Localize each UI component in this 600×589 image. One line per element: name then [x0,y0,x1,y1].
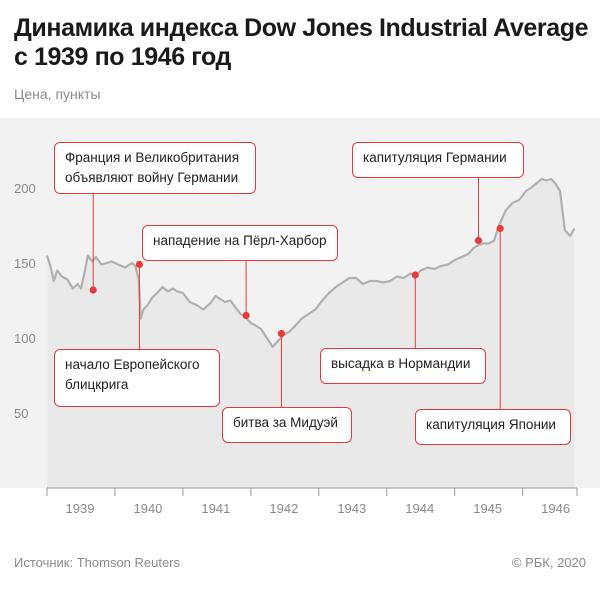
annotation-label: битва за Мидуэй [222,407,352,443]
y-axis-unit-label: Цена, пункты [14,86,101,102]
copyright-note: © РБК, 2020 [511,555,586,570]
y-tick-label: 100 [14,331,36,346]
series-line [45,177,576,349]
annotation-marker [474,236,483,245]
annotation-marker [135,260,144,269]
chart-title: Динамика индекса Dow Jones Industrial Av… [14,14,589,71]
x-tick-label: 1946 [541,501,570,516]
annotation-marker [89,286,97,294]
annotation-label: начало Европейского блицкрига [54,349,220,407]
annotation-label: нападение на Пёрл-Харбор [142,225,338,261]
x-tick-label: 1945 [473,501,502,516]
y-tick-label: 50 [14,406,28,421]
x-tick-label: 1940 [133,501,162,516]
source-note: Источник: Thomson Reuters [14,555,181,570]
annotation-marker [411,271,419,279]
annotation-label: Франция и Великобритания объявляют войну … [54,142,256,194]
annotation-label: капитуляция Японии [415,409,571,445]
x-tick-label: 1939 [66,501,95,516]
annotation-marker [496,224,504,233]
y-tick-label: 200 [14,181,36,196]
annotation-label: высадка в Нормандии [320,348,486,384]
x-tick-label: 1942 [269,501,298,516]
x-tick-label: 1944 [405,501,434,516]
x-tick-label: 1943 [337,501,366,516]
annotation-marker [242,311,250,320]
y-tick-label: 150 [14,256,36,271]
annotation-marker [277,329,286,338]
x-tick-label: 1941 [201,501,230,516]
annotation-label: капитуляция Германии [352,142,524,178]
